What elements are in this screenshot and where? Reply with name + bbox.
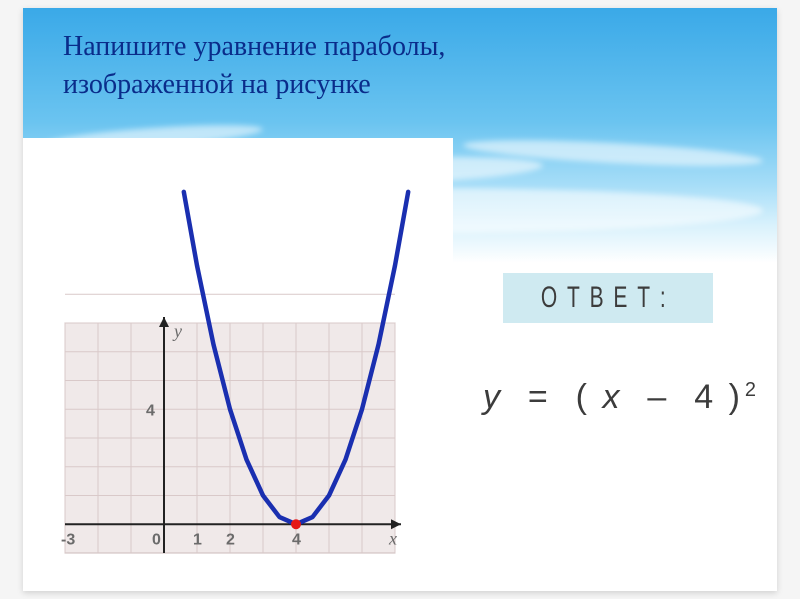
svg-text:x: x <box>388 528 397 548</box>
answer-label-box: ОТВЕТ: <box>503 273 713 323</box>
svg-text:4: 4 <box>292 531 301 548</box>
svg-text:y: y <box>172 321 182 341</box>
svg-text:1: 1 <box>193 531 202 548</box>
svg-text:-3: -3 <box>61 531 75 548</box>
answer-label: ОТВЕТ: <box>541 281 676 315</box>
prompt-text: Напишите уравнение параболы, изображенно… <box>63 28 623 104</box>
svg-text:4: 4 <box>146 402 155 419</box>
slide: Напишите уравнение параболы, изображенно… <box>23 8 777 591</box>
white-panel <box>23 138 453 268</box>
svg-text:0: 0 <box>152 531 161 548</box>
svg-text:2: 2 <box>226 531 235 548</box>
answer-formula: y = ( x – 4 )2 <box>483 378 783 417</box>
parabola-chart: yx-301244 <box>65 293 425 553</box>
